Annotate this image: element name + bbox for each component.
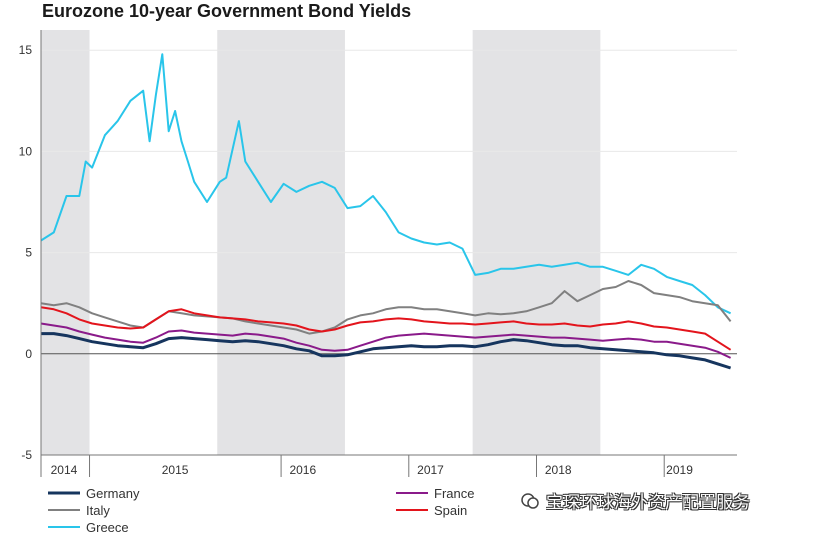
y-tick-label-5: 5 (25, 246, 32, 260)
y-tick-label-0: 0 (25, 347, 32, 361)
wechat-logo-icon (521, 492, 539, 509)
y-tick-label--5: -5 (21, 448, 32, 462)
x-tick-label-2018: 2018 (545, 463, 572, 477)
x-tick-label-2014: 2014 (51, 463, 78, 477)
legend-label-germany: Germany (86, 486, 140, 501)
series-line-france (40, 322, 732, 359)
recession-shading-layer (41, 30, 601, 455)
x-tick-label-2016: 2016 (289, 463, 316, 477)
shaded-period-0 (41, 30, 90, 455)
x-tick-label-2015: 2015 (162, 463, 189, 477)
watermark: 宝琛环球海外资产配置服务 (520, 488, 750, 513)
y-tick-label-15: 15 (19, 43, 33, 57)
x-tick-label-2017: 2017 (417, 463, 444, 477)
axis-layer: -5 0 5 10 15 2014 2015 2016 2017 2018 2019 (19, 30, 737, 477)
legend-label-greece: Greece (86, 520, 129, 535)
series-line-germany (41, 332, 732, 370)
shaded-period-2 (472, 30, 601, 455)
series-line-spain (40, 306, 732, 351)
legend-label-italy: Italy (86, 503, 110, 518)
legend-label-france: France (434, 486, 474, 501)
watermark-text: 宝琛环球海外资产配置服务 (546, 493, 750, 513)
legend-label-spain: Spain (434, 503, 467, 518)
series-layer (40, 53, 732, 370)
chart-title: Eurozone 10-year Government Bond Yields (42, 1, 411, 21)
y-tick-label-10: 10 (19, 144, 33, 158)
series-line-greece (40, 53, 732, 315)
shaded-period-1 (217, 30, 345, 455)
chart-legend: Germany Italy Greece France Spain (48, 486, 474, 535)
x-tick-label-2019: 2019 (666, 463, 693, 477)
